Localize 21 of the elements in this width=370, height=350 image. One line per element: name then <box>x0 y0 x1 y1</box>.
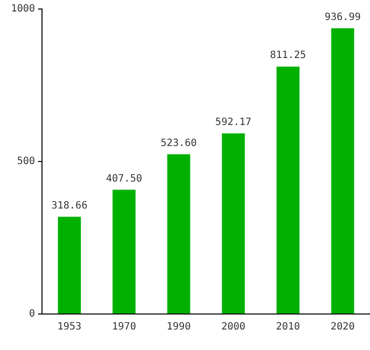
data-label: 811.25 <box>270 50 306 62</box>
bar <box>276 66 300 314</box>
y-tick-label: 1000 <box>10 4 36 15</box>
bar <box>112 190 136 314</box>
data-label: 318.66 <box>51 200 88 212</box>
bar <box>58 216 81 314</box>
y-tick-label: 0 <box>29 308 36 320</box>
bar <box>167 154 190 314</box>
bar <box>222 133 245 314</box>
x-tick-label: 2010 <box>276 322 300 333</box>
x-tick-label: 2000 <box>221 322 246 333</box>
x-tick-label: 2020 <box>330 322 355 333</box>
data-label: 407.50 <box>106 173 142 184</box>
x-tick-label: 1970 <box>112 322 136 333</box>
y-tick-label: 500 <box>17 156 36 168</box>
data-label: 936.99 <box>324 12 361 23</box>
x-tick-label: 1953 <box>57 322 82 333</box>
data-label: 592.17 <box>215 116 252 128</box>
data-label: 523.60 <box>160 138 197 149</box>
x-tick-label: 1990 <box>166 322 191 333</box>
bar <box>331 28 354 314</box>
